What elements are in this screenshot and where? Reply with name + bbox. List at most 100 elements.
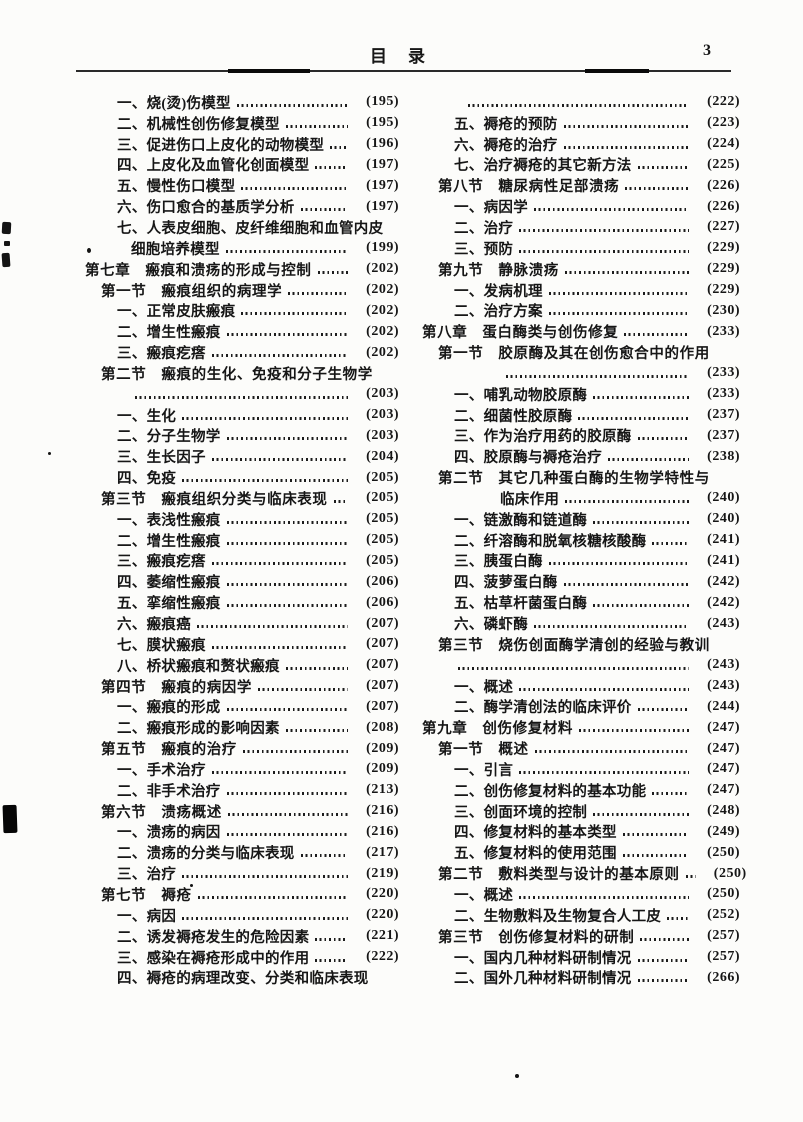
toc-entry: 第四节 瘢痕的病因学 (207) (85, 676, 399, 697)
dotted-leader (197, 625, 348, 629)
toc-entry-text: 二、细菌性胶原酶 (454, 408, 573, 425)
toc-entry-page-number: (203) (366, 386, 399, 402)
toc-entry-page-number: (207) (366, 615, 399, 631)
toc-entry-text: 一、溃疡的病因 (117, 825, 221, 842)
ink-speck (87, 248, 91, 253)
toc-entry: (243) (422, 655, 740, 676)
toc-entry-text: 一、正常皮肤瘢痕 (117, 304, 236, 321)
dotted-leader (593, 604, 689, 608)
toc-entry-page-number: (204) (366, 448, 399, 464)
dotted-leader (226, 437, 348, 441)
toc-entry-text: 三、生长因子 (117, 450, 206, 467)
dotted-leader (211, 562, 348, 566)
toc-entry-text: 第四节 瘢痕的病因学 (101, 679, 252, 696)
toc-entry-text: 二、增生性瘢痕 (117, 325, 221, 342)
dotted-leader (458, 666, 689, 670)
toc-entry-text: 六、褥疮的治疗 (454, 137, 558, 154)
toc-entry: 六、瘢痕癌 (207) (85, 613, 399, 634)
toc-columns: 一、烧(烫)伤模型 (195) 二、机械性创伤修复模型 (195) 三、促进伤口上皮化的… (85, 92, 746, 988)
toc-entry: 二、创伤修复材料的基本功能 (247) (422, 780, 740, 801)
toc-entry: 三、瘢痕疙瘩 (205) (85, 551, 399, 572)
dotted-leader (640, 937, 689, 941)
dotted-leader (315, 937, 348, 941)
toc-entry-text: 三、胰蛋白酶 (454, 554, 543, 571)
dotted-leader (622, 833, 689, 837)
toc-entry: 第七章 瘢痕和溃疡的形成与控制 (202) (85, 259, 399, 280)
toc-entry: 一、国内几种材料研制情况 (257) (422, 947, 740, 968)
toc-entry: 一、表浅性瘢痕 (205) (85, 509, 399, 530)
toc-entry-page-number: (247) (707, 761, 740, 777)
toc-entry-text: 五、挛缩性瘢痕 (117, 596, 221, 613)
toc-entry-text: 一、烧(烫)伤模型 (117, 95, 231, 112)
toc-entry-page-number: (241) (707, 552, 740, 568)
toc-entry: (203) (85, 384, 399, 405)
toc-entry-text: 二、非手术治疗 (117, 783, 221, 800)
toc-entry-page-number: (195) (366, 115, 399, 131)
dotted-leader (211, 645, 348, 649)
toc-entry-text: 二、瘢痕形成的影响因素 (117, 721, 280, 738)
toc-entry: 五、褥疮的预防 (223) (422, 113, 740, 134)
toc-entry-text: 二、创伤修复材料的基本功能 (454, 783, 647, 800)
toc-entry-text: 七、人表皮细胞、皮纤维细胞和血管内皮 (117, 220, 384, 237)
dotted-leader (579, 729, 689, 733)
dotted-leader (227, 812, 348, 816)
toc-entry-page-number: (240) (707, 511, 740, 527)
toc-entry-page-number: (205) (366, 552, 399, 568)
toc-entry-page-number: (229) (707, 282, 740, 298)
toc-entry-page-number: (247) (707, 719, 740, 735)
dotted-leader (624, 333, 689, 337)
toc-entry-text: 第一节 概述 (438, 742, 529, 759)
page-title: 目 录 (370, 47, 427, 66)
toc-entry-text: 四、免疫 (117, 471, 177, 488)
toc-entry-text: 二、国外几种材料研制情况 (454, 971, 632, 988)
dotted-leader (300, 854, 348, 858)
dotted-leader (637, 166, 689, 170)
dotted-leader (225, 249, 348, 253)
toc-entry-page-number: (237) (707, 427, 740, 443)
dotted-leader (652, 541, 689, 545)
dotted-leader (637, 437, 689, 441)
dotted-leader (637, 958, 689, 962)
toc-entry-page-number: (244) (707, 698, 740, 714)
toc-entry-page-number: (207) (366, 657, 399, 673)
toc-entry: 五、慢性伤口模型 (197) (85, 175, 399, 196)
ink-smudge (4, 241, 10, 246)
toc-entry-page-number: (266) (707, 969, 740, 985)
toc-entry: 二、诱发褥疮发生的危险因素 (221) (85, 926, 399, 947)
toc-entry-text: 第九章 创伤修复材料 (422, 721, 573, 738)
toc-entry-text: 二、生物敷料及生物复合人工皮 (454, 908, 662, 925)
header-rule (76, 69, 731, 73)
toc-entry-text: 一、生化 (117, 408, 177, 425)
toc-entry: 一、正常皮肤瘢痕 (202) (85, 300, 399, 321)
toc-entry: 三、感染在褥疮形成中的作用 (222) (85, 947, 399, 968)
toc-entry-page-number: (203) (366, 407, 399, 423)
toc-entry: 细胞培养模型 (199) (85, 238, 399, 259)
toc-entry-text: 四、修复材料的基本类型 (454, 825, 617, 842)
toc-entry: 六、磷虾酶 (243) (422, 613, 740, 634)
toc-entry-text: 三、治疗 (117, 867, 177, 884)
toc-entry-text: 二、分子生物学 (117, 429, 221, 446)
toc-entry-page-number: (202) (366, 344, 399, 360)
toc-entry: 二、纤溶酶和脱氧核糖核酸酶 (241) (422, 530, 740, 551)
dotted-leader (564, 270, 689, 274)
toc-entry: 八、桥状瘢痕和赘状瘢痕 (207) (85, 655, 399, 676)
toc-entry-page-number: (220) (366, 886, 399, 902)
toc-entry-page-number: (248) (707, 803, 740, 819)
toc-entry-text: 第八节 糖尿病性足部溃疡 (438, 179, 620, 196)
toc-entry-page-number: (202) (366, 323, 399, 339)
toc-entry-page-number: (202) (366, 261, 399, 277)
toc-entry: 第五节 瘢痕的治疗 (209) (85, 738, 399, 759)
dotted-leader (637, 979, 689, 983)
toc-entry-text: 一、国内几种材料研制情况 (454, 950, 632, 967)
dotted-leader (226, 604, 348, 608)
toc-entry-page-number: (197) (366, 156, 399, 172)
dotted-leader (226, 520, 348, 524)
toc-entry-text: 一、引言 (454, 762, 514, 779)
toc-entry: 三、胰蛋白酶 (241) (422, 551, 740, 572)
toc-entry: 二、细菌性胶原酶 (237) (422, 405, 740, 426)
dotted-leader (241, 312, 348, 316)
toc-entry-text: 一、哺乳动物胶原酶 (454, 387, 588, 404)
toc-entry-text: 三、感染在褥疮形成中的作用 (117, 950, 310, 967)
dotted-leader (685, 875, 696, 879)
toc-entry: 三、作为治疗用药的胶原酶 (237) (422, 426, 740, 447)
